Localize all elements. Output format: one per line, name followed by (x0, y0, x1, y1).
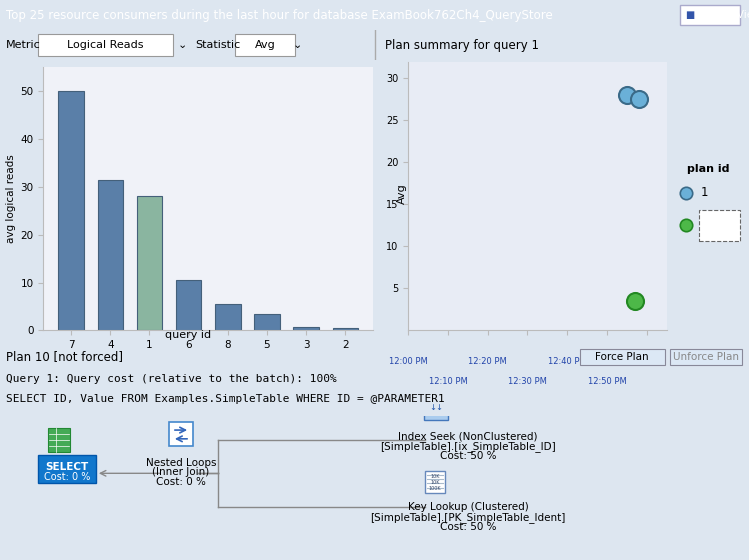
Text: SELECT: SELECT (46, 463, 88, 472)
FancyBboxPatch shape (670, 348, 742, 365)
Bar (58, 91, 84, 330)
Text: 1: 1 (700, 186, 708, 199)
Text: SELECT ID, Value FROM Examples.SimpleTable WHERE ID = @PARAMETER1: SELECT ID, Value FROM Examples.SimpleTab… (6, 394, 445, 404)
Text: Key Lookup (Clustered): Key Lookup (Clustered) (407, 502, 528, 512)
Bar (215, 304, 240, 330)
Text: 10K
10K
100K: 10K 10K 100K (428, 474, 441, 491)
Text: Index Seek (NonClustered): Index Seek (NonClustered) (398, 431, 538, 441)
Text: Query 1: Query cost (relative to the batch): 100%: Query 1: Query cost (relative to the bat… (6, 374, 337, 384)
Text: Avg: Avg (397, 183, 407, 204)
Text: Logical Reads: Logical Reads (67, 40, 143, 50)
Text: Plan 10 [not forced]: Plan 10 [not forced] (6, 350, 123, 363)
FancyBboxPatch shape (580, 348, 665, 365)
Text: Cost: 0 %: Cost: 0 % (43, 472, 90, 482)
Text: 12:50 PM: 12:50 PM (588, 376, 626, 386)
Text: Plan summary for query 1: Plan summary for query 1 (385, 39, 539, 52)
Text: Metric: Metric (6, 40, 40, 50)
Bar (254, 314, 279, 330)
Text: query id: query id (165, 330, 211, 340)
Text: 12:40 PM: 12:40 PM (548, 357, 586, 366)
Text: ⌄: ⌄ (178, 40, 187, 50)
Text: Unforce Plan: Unforce Plan (673, 352, 739, 362)
Bar (176, 280, 201, 330)
Y-axis label: avg logical reads: avg logical reads (7, 155, 16, 243)
Bar (137, 197, 163, 330)
Point (633, 95, 645, 104)
Text: 1:00 PM: 1:00 PM (630, 357, 664, 366)
Text: [SimpleTable].[PK_SimpleTable_Ident]: [SimpleTable].[PK_SimpleTable_Ident] (370, 512, 565, 522)
Bar (294, 326, 319, 330)
Text: Portrait View: Portrait View (695, 10, 749, 20)
Point (629, 297, 641, 306)
Text: Nested Loops: Nested Loops (146, 458, 216, 468)
Text: Avg: Avg (255, 40, 276, 50)
Text: ↓↓: ↓↓ (429, 403, 443, 412)
Text: ■: ■ (685, 10, 694, 20)
FancyBboxPatch shape (680, 5, 740, 25)
Text: Statistic: Statistic (195, 40, 240, 50)
Text: 12:20 PM: 12:20 PM (468, 357, 507, 366)
FancyBboxPatch shape (424, 395, 448, 419)
Text: ⌄: ⌄ (293, 40, 303, 50)
Point (680, 221, 692, 230)
Text: [SimpleTable].[ix_SimpleTable_ID]: [SimpleTable].[ix_SimpleTable_ID] (380, 441, 556, 452)
Point (621, 91, 633, 100)
FancyBboxPatch shape (48, 428, 70, 452)
Text: Cost: 0 %: Cost: 0 % (156, 477, 206, 487)
FancyBboxPatch shape (169, 422, 193, 446)
FancyBboxPatch shape (425, 472, 445, 493)
Text: 12:00 PM: 12:00 PM (389, 357, 428, 366)
Text: (Inner Join): (Inner Join) (152, 467, 210, 477)
Text: 10: 10 (712, 219, 727, 232)
FancyBboxPatch shape (235, 34, 295, 56)
Bar (97, 180, 123, 330)
Text: Cost: 50 %: Cost: 50 % (440, 522, 497, 532)
Text: 12:10 PM: 12:10 PM (428, 376, 467, 386)
Text: Cost: 50 %: Cost: 50 % (440, 451, 497, 461)
Text: Force Plan: Force Plan (595, 352, 649, 362)
Text: 12:30 PM: 12:30 PM (508, 376, 547, 386)
FancyBboxPatch shape (699, 210, 739, 241)
Text: plan id: plan id (687, 164, 730, 174)
Text: Top 25 resource consumers during the last hour for database ExamBook762Ch4_Query: Top 25 resource consumers during the las… (6, 8, 553, 22)
FancyBboxPatch shape (38, 455, 96, 483)
FancyBboxPatch shape (38, 34, 173, 56)
Point (680, 188, 692, 197)
Bar (333, 328, 358, 330)
